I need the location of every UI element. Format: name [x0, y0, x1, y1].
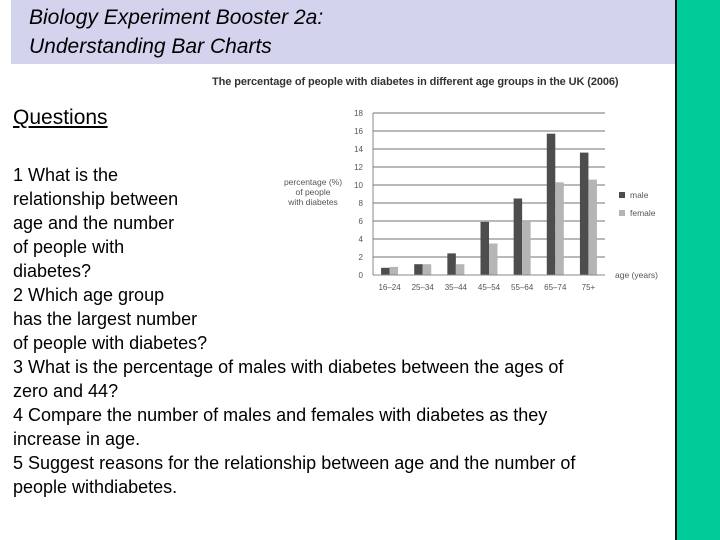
chart-axes: 0 2 4 6 8 10 12 14 16 18 percentage (%)of peoplewi… [284, 109, 658, 292]
y-tick-label: 12 [354, 163, 363, 172]
female-bar [588, 179, 597, 275]
male-bar [414, 264, 423, 275]
male-bar [513, 198, 523, 275]
side-accent-edge [675, 0, 677, 540]
x-tick-label: 16–24 [378, 283, 401, 292]
y-axis-label: with diabetes [287, 197, 338, 207]
y-tick-label: 8 [359, 199, 364, 208]
legend-label-female: female [630, 208, 656, 218]
question-line: diabetes? [13, 261, 92, 281]
questions-heading: Questions [13, 106, 108, 129]
title-band: Biology Experiment Booster 2a: Understan… [11, 0, 675, 64]
question-line: relationship between [13, 189, 179, 209]
female-bar [422, 264, 432, 275]
question-line: age and the number [13, 213, 175, 233]
chart-bars [381, 133, 597, 275]
legend-label-male: male [630, 190, 649, 200]
y-tick-label: 4 [359, 235, 364, 244]
question-line: zero and 44? [13, 381, 119, 401]
y-tick-label: 18 [354, 109, 363, 118]
male-bar [546, 133, 556, 275]
male-bar [480, 221, 489, 275]
y-tick-label: 0 [359, 271, 364, 280]
male-bar [447, 253, 456, 275]
x-tick-label: 55–64 [511, 283, 534, 292]
y-axis-label: percentage (%) [284, 177, 342, 187]
legend-swatch-female [619, 210, 625, 216]
y-tick-label: 2 [359, 253, 364, 262]
y-tick-label: 6 [359, 217, 364, 226]
slide-title-line-1: Biology Experiment Booster 2a: [29, 6, 324, 29]
chart-grid [373, 112, 605, 258]
slide-title-line-2: Understanding Bar Charts [29, 35, 272, 58]
female-bar [555, 182, 564, 275]
female-bar [389, 266, 399, 275]
y-axis-label: of people [296, 187, 331, 197]
question-line: of people with [13, 237, 125, 257]
question-line: 4 Compare the number of males and female… [13, 405, 548, 425]
female-bar [522, 221, 531, 275]
chart-legend: male female [619, 190, 656, 218]
y-tick-label: 14 [354, 145, 363, 154]
chart-title: The percentage of people with diabetes i… [212, 76, 619, 88]
male-bar [381, 267, 390, 275]
female-bar [489, 243, 498, 275]
question-line: has the largest number [13, 309, 198, 329]
bar-chart: 0 2 4 6 8 10 12 14 16 18 percentage (%)of peoplewi… [284, 109, 658, 292]
question-line: 1 What is the [13, 165, 119, 185]
question-line: 3 What is the percentage of males with d… [13, 357, 564, 377]
question-line: increase in age. [13, 429, 141, 449]
side-accent-bar [675, 0, 720, 540]
x-axis-label: age (years) [615, 270, 658, 280]
legend-swatch-male [619, 192, 625, 198]
male-bar [579, 152, 589, 275]
female-bar [455, 264, 465, 275]
question-line: 2 Which age group [13, 285, 165, 305]
question-line: of people with diabetes? [13, 333, 208, 353]
y-tick-label: 16 [354, 127, 363, 136]
question-line: 5 Suggest reasons for the relationship b… [13, 453, 576, 473]
x-tick-label: 65–74 [544, 283, 567, 292]
x-tick-label: 45–54 [478, 283, 501, 292]
x-tick-label: 75+ [582, 283, 596, 292]
y-tick-label: 10 [354, 181, 363, 190]
question-line: people withdiabetes. [13, 477, 178, 497]
x-tick-label: 35–44 [445, 283, 468, 292]
x-tick-label: 25–34 [412, 283, 435, 292]
